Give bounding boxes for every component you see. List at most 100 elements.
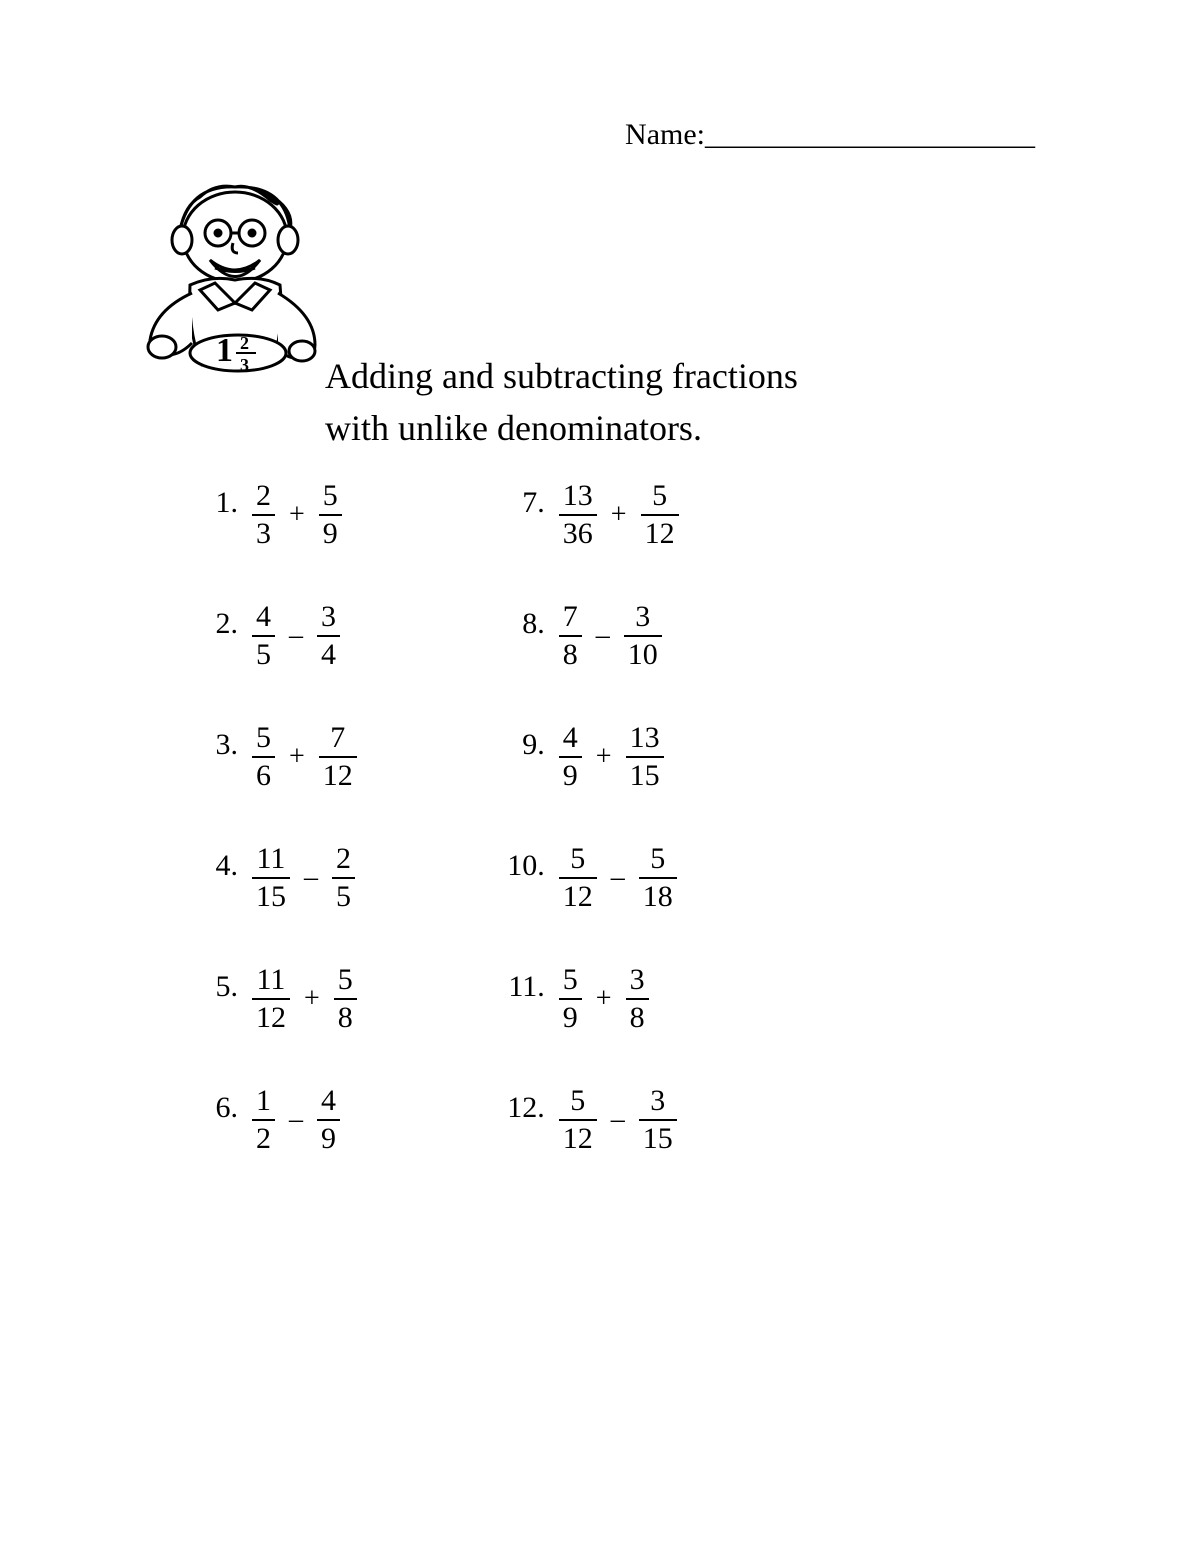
- fraction-b: 518: [639, 843, 677, 912]
- denominator: 5: [252, 635, 275, 671]
- operator: –: [275, 620, 317, 652]
- numerator: 3: [646, 1085, 669, 1119]
- denominator: 8: [334, 998, 357, 1034]
- boy-illustration: 1 2 3: [120, 175, 350, 395]
- denominator: 9: [559, 756, 582, 792]
- numerator: 7: [559, 601, 582, 635]
- problem-row: 4.1115–25: [200, 843, 357, 912]
- numerator: 5: [334, 964, 357, 998]
- problem-row: 6.12–49: [200, 1085, 357, 1154]
- fraction-a: 1112: [252, 964, 290, 1033]
- denominator: 8: [626, 998, 649, 1034]
- denominator: 9: [319, 514, 342, 550]
- numerator: 5: [648, 480, 671, 514]
- problem-row: 3.56+712: [200, 722, 357, 791]
- problems-column-right: 7.1336+5128.78–3109.49+131510.512–51811.…: [507, 480, 679, 1154]
- operator: +: [582, 983, 626, 1015]
- problem-row: 8.78–310: [507, 601, 679, 670]
- denominator: 18: [639, 877, 677, 913]
- numerator: 2: [332, 843, 355, 877]
- operator: –: [275, 1104, 317, 1136]
- svg-text:1: 1: [216, 332, 233, 369]
- denominator: 2: [252, 1119, 275, 1155]
- problem-number: 1.: [200, 480, 252, 520]
- operator: +: [275, 499, 319, 531]
- problem-number: 9.: [507, 722, 559, 762]
- denominator: 15: [252, 877, 290, 913]
- denominator: 3: [252, 514, 275, 550]
- title-line-1: Adding and subtracting fractions: [325, 356, 798, 396]
- fraction-b: 58: [334, 964, 357, 1033]
- denominator: 12: [559, 1119, 597, 1155]
- fraction-b: 59: [319, 480, 342, 549]
- fraction-a: 45: [252, 601, 275, 670]
- problem-number: 6.: [200, 1085, 252, 1125]
- fraction-b: 712: [319, 722, 357, 791]
- numerator: 4: [559, 722, 582, 756]
- problems-column-left: 1.23+592.45–343.56+7124.1115–255.1112+58…: [200, 480, 357, 1154]
- problem-row: 11.59+38: [507, 964, 679, 1033]
- problem-row: 12.512–315: [507, 1085, 679, 1154]
- svg-text:2: 2: [240, 333, 249, 353]
- problem-number: 5.: [200, 964, 252, 1004]
- fraction-a: 1115: [252, 843, 290, 912]
- denominator: 9: [559, 998, 582, 1034]
- problem-row: 10.512–518: [507, 843, 679, 912]
- denominator: 12: [559, 877, 597, 913]
- fraction-b: 25: [332, 843, 355, 912]
- fraction-a: 56: [252, 722, 275, 791]
- fraction-a: 12: [252, 1085, 275, 1154]
- numerator: 11: [253, 843, 290, 877]
- fraction-b: 49: [317, 1085, 340, 1154]
- name-field[interactable]: Name:______________________: [625, 118, 1035, 152]
- numerator: 1: [252, 1085, 275, 1119]
- numerator: 5: [252, 722, 275, 756]
- problem-row: 5.1112+58: [200, 964, 357, 1033]
- fraction-a: 78: [559, 601, 582, 670]
- problem-row: 2.45–34: [200, 601, 357, 670]
- fraction-a: 1336: [559, 480, 597, 549]
- fraction-b: 38: [626, 964, 649, 1033]
- numerator: 4: [252, 601, 275, 635]
- denominator: 12: [252, 998, 290, 1034]
- fraction-a: 49: [559, 722, 582, 791]
- name-underline: ______________________: [705, 118, 1035, 151]
- denominator: 12: [319, 756, 357, 792]
- denominator: 6: [252, 756, 275, 792]
- problem-number: 12.: [507, 1085, 559, 1125]
- denominator: 8: [559, 635, 582, 671]
- denominator: 5: [332, 877, 355, 913]
- numerator: 13: [559, 480, 597, 514]
- fraction-b: 34: [317, 601, 340, 670]
- fraction-b: 315: [639, 1085, 677, 1154]
- operator: –: [290, 862, 332, 894]
- denominator: 15: [639, 1119, 677, 1155]
- problem-row: 1.23+59: [200, 480, 357, 549]
- problem-number: 10.: [507, 843, 559, 883]
- operator: –: [582, 620, 624, 652]
- fraction-a: 512: [559, 1085, 597, 1154]
- fraction-b: 1315: [626, 722, 664, 791]
- numerator: 2: [252, 480, 275, 514]
- operator: +: [597, 499, 641, 531]
- problem-row: 9.49+1315: [507, 722, 679, 791]
- problems-container: 1.23+592.45–343.56+7124.1115–255.1112+58…: [200, 480, 1040, 1154]
- name-label: Name:: [625, 118, 705, 151]
- problem-row: 7.1336+512: [507, 480, 679, 549]
- numerator: 5: [566, 1085, 589, 1119]
- problem-number: 3.: [200, 722, 252, 762]
- operator: +: [290, 983, 334, 1015]
- problem-number: 8.: [507, 601, 559, 641]
- numerator: 7: [326, 722, 349, 756]
- numerator: 5: [559, 964, 582, 998]
- denominator: 9: [317, 1119, 340, 1155]
- numerator: 5: [566, 843, 589, 877]
- title-line-2: with unlike denominators.: [325, 408, 702, 448]
- svg-text:3: 3: [240, 355, 249, 375]
- numerator: 4: [317, 1085, 340, 1119]
- worksheet-page: Name:______________________: [0, 0, 1200, 1553]
- denominator: 10: [624, 635, 662, 671]
- operator: –: [597, 1104, 639, 1136]
- problem-number: 11.: [507, 964, 559, 1004]
- denominator: 15: [626, 756, 664, 792]
